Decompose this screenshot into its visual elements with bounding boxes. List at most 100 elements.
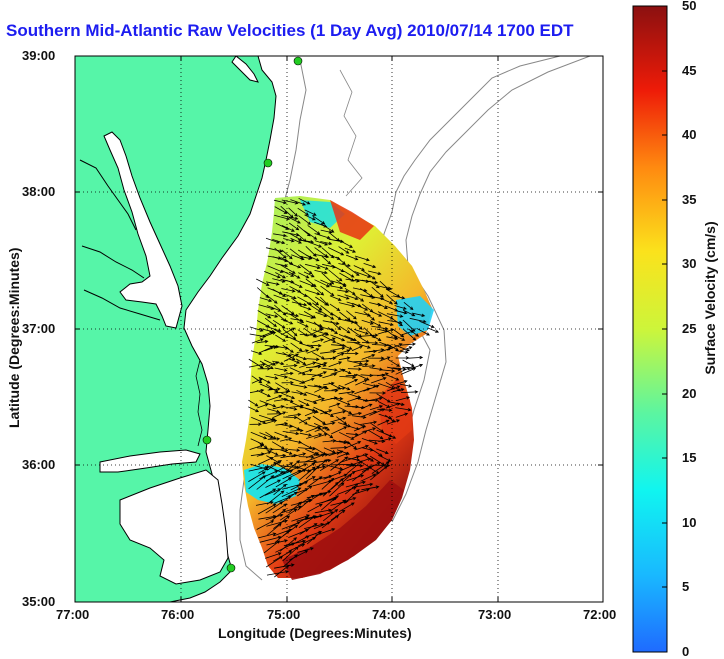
velocity-arrow: [248, 399, 259, 407]
velocity-arrow: [330, 456, 349, 471]
rappahannock-river: [81, 245, 145, 279]
velocity-arrow: [299, 342, 315, 349]
velocity-arrow: [327, 327, 339, 335]
velocity-arrow: [329, 482, 345, 497]
velocity-arrow: [281, 380, 294, 385]
velocity-arrow: [339, 375, 356, 379]
velocity-arrow: [353, 265, 365, 271]
velocity-arrow: [267, 265, 284, 273]
velocity-arrow: [336, 398, 351, 406]
velocity-arrow: [377, 302, 388, 310]
velocity-arrow: [298, 272, 310, 279]
velocity-arrow: [314, 386, 328, 393]
velocity-arrow: [259, 297, 273, 303]
velocity-arrow: [291, 514, 311, 522]
velocity-arrow: [282, 431, 300, 436]
velocity-arrow: [314, 270, 328, 275]
velocity-arrow: [314, 279, 330, 288]
velocity-arrow: [265, 501, 284, 514]
velocity-arrow: [376, 448, 389, 455]
velocity-arrow: [248, 475, 267, 490]
velocity-arrow: [288, 377, 306, 384]
velocity-arrow: [307, 503, 323, 513]
velocity-arrow: [259, 535, 282, 543]
velocity-arrow: [259, 360, 274, 370]
velocity-arrow: [274, 214, 291, 221]
velocity-arrow: [370, 310, 383, 317]
velocity-arrow: [274, 453, 287, 458]
velocity-arrow: [299, 255, 313, 260]
velocity-arrow: [368, 348, 385, 353]
potomac-river: [79, 159, 137, 231]
velocity-arrow: [263, 540, 281, 554]
velocity-arrow: [330, 285, 344, 290]
velocity-arrow: [282, 351, 296, 361]
hf-radar-station: [263, 158, 273, 168]
velocity-arrow: [306, 302, 322, 313]
velocity-arrow: [330, 320, 342, 331]
velocity-arrow: [283, 353, 299, 362]
velocity-arrow: [298, 515, 317, 529]
velocity-arrow: [265, 394, 283, 402]
velocity-arrow: [393, 344, 410, 352]
velocity-arrow: [363, 311, 375, 321]
colorbar-ticks: [662, 70, 667, 588]
velocity-arrow: [399, 330, 415, 336]
velocity-arrow: [267, 408, 281, 414]
velocity-arrow: [395, 412, 409, 418]
velocity-arrow: [419, 320, 435, 328]
velocity-arrow: [281, 199, 299, 205]
hf-radar-station: [226, 563, 236, 573]
velocity-arrow: [361, 462, 381, 473]
velocity-arrow: [274, 206, 288, 214]
velocity-arrow: [351, 345, 363, 352]
velocity-arrow: [400, 390, 419, 394]
velocity-arrow: [288, 327, 298, 337]
velocity-arrow: [392, 295, 406, 300]
velocity-arrow: [296, 485, 313, 497]
velocity-arrow: [386, 385, 401, 392]
velocity-arrow: [314, 508, 332, 514]
velocity-arrow: [274, 374, 288, 379]
velocity-arrow: [320, 409, 333, 415]
velocity-arrow: [371, 461, 390, 474]
velocity-arrow: [392, 334, 406, 341]
velocity-arrow: [283, 460, 300, 475]
velocity-arrow: [314, 426, 328, 432]
velocity-arrow: [307, 328, 324, 337]
velocity-arrow: [282, 469, 302, 480]
velocity-arrow: [386, 313, 404, 318]
velocity-arrow: [337, 473, 353, 487]
velocity-arrow: [328, 269, 343, 282]
velocity-field-warm-patch: [378, 378, 412, 444]
velocity-arrow: [329, 295, 342, 301]
velocity-vectors: [248, 197, 440, 578]
velocity-arrow: [395, 350, 409, 354]
velocity-arrow: [256, 339, 269, 344]
velocity-arrow: [378, 321, 394, 326]
velocity-arrow: [265, 325, 282, 332]
colorbar-tick-label: 25: [682, 321, 697, 336]
velocity-arrow: [257, 403, 269, 409]
velocity-arrow: [321, 463, 344, 471]
velocity-arrow: [336, 452, 349, 458]
velocity-arrow: [256, 451, 272, 457]
colorbar-label: Surface Velocity (cm/s): [702, 221, 718, 375]
velocity-arrow: [265, 383, 279, 393]
velocity-arrow: [305, 452, 319, 459]
velocity-arrow: [368, 270, 382, 276]
velocity-arrow: [299, 264, 313, 275]
velocity-arrow: [330, 396, 344, 401]
velocity-arrow: [280, 318, 294, 325]
velocity-arrow: [295, 358, 307, 365]
velocity-arrow: [321, 477, 335, 490]
velocity-arrow: [305, 240, 323, 248]
velocity-arrow: [299, 523, 318, 535]
velocity-arrow: [400, 367, 417, 375]
velocity-arrow: [303, 453, 326, 463]
velocity-arrow: [336, 279, 347, 288]
velocity-arrow: [344, 287, 356, 295]
velocity-arrow: [290, 237, 303, 244]
velocity-arrow: [265, 313, 279, 318]
velocity-arrow: [339, 431, 355, 440]
